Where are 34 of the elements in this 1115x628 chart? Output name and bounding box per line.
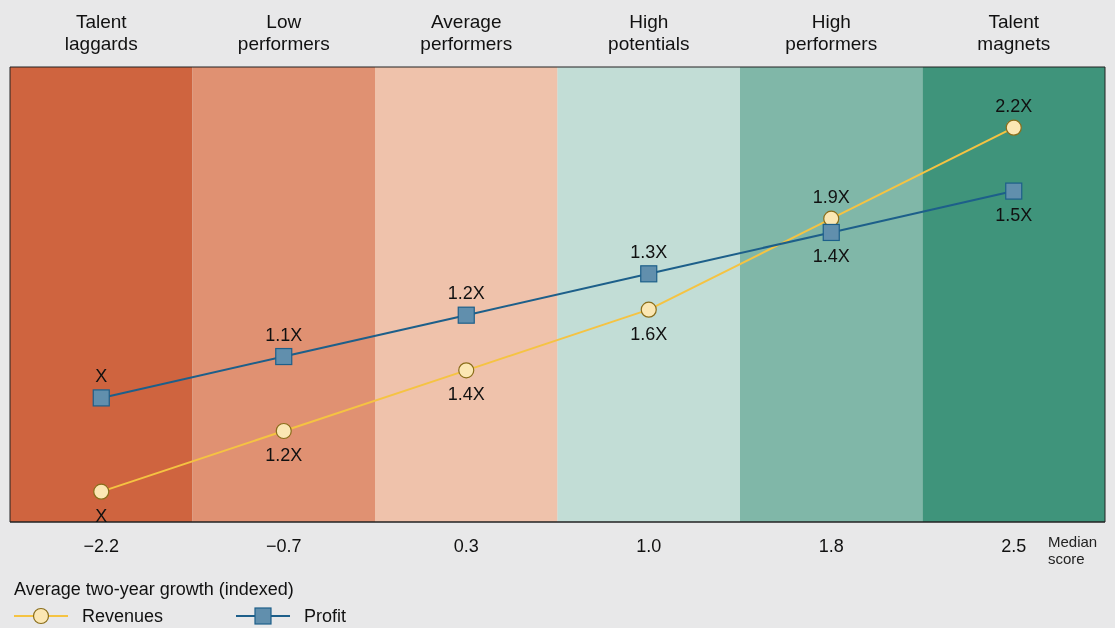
x-tick-label: 2.5 — [1001, 536, 1027, 556]
data-label: 1.6X — [630, 323, 668, 344]
x-tick-label: −2.2 — [83, 536, 120, 556]
x-tick-label: 1.0 — [636, 536, 662, 556]
data-label: 1.4X — [447, 384, 485, 405]
point — [92, 389, 110, 407]
point — [822, 223, 840, 242]
x-tick-label: 0.3 — [453, 536, 479, 556]
legend-label: Profit — [304, 606, 347, 626]
band-label: Average performers — [420, 11, 513, 54]
data-label: X — [95, 365, 108, 386]
data-label: 1.4X — [812, 246, 850, 267]
band-label: High potentials — [608, 11, 690, 54]
band-label: Talent laggards — [64, 11, 138, 54]
data-label: 1.1X — [265, 324, 303, 345]
band-label: High performers — [785, 11, 878, 54]
data-label: 1.5X — [995, 205, 1033, 226]
data-label: 2.2X — [995, 95, 1033, 116]
band-label: Low performers — [237, 11, 330, 54]
point — [275, 347, 293, 366]
data-label: X — [95, 505, 108, 526]
data-label: 1.2X — [447, 283, 485, 304]
data-label: 1.3X — [630, 241, 668, 262]
legend-title: Average two-year growth (indexed) — [14, 579, 294, 599]
band-label: Talent magnets — [977, 11, 1051, 54]
point — [457, 306, 475, 324]
x-axis-title: Median score — [1048, 533, 1098, 567]
data-label: 1.9X — [812, 186, 850, 207]
data-label: 1.2X — [265, 445, 303, 465]
point — [1005, 182, 1023, 200]
x-tick-label: 1.8 — [818, 536, 844, 556]
x-tick-label: −0.7 — [265, 536, 302, 556]
legend-label: Revenues — [82, 606, 164, 626]
point — [640, 265, 658, 283]
